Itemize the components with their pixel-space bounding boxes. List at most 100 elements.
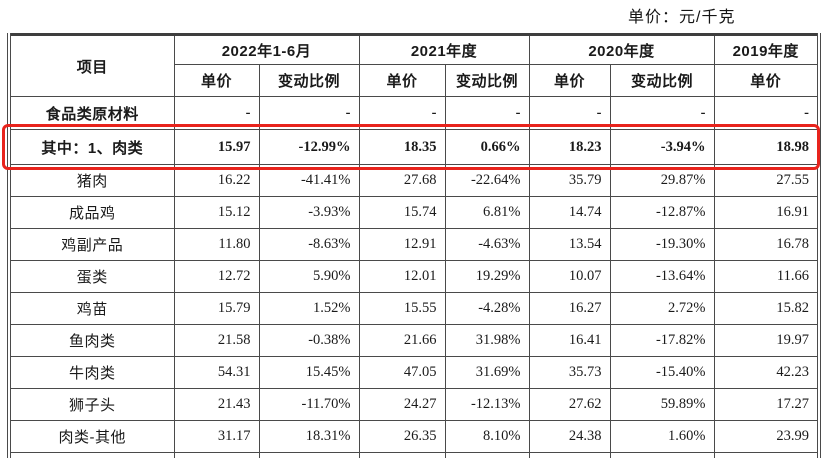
unit-price-label: 单价：元/千克 — [628, 9, 736, 26]
value-cell: 18.23 — [528, 129, 611, 165]
value-cell: 31.69% — [444, 356, 530, 389]
value-cell: -22.64% — [444, 164, 530, 197]
value-cell: -19.30% — [609, 228, 715, 261]
value-cell: 2.72% — [609, 292, 715, 325]
value-cell: 31.17 — [173, 420, 260, 453]
table-row: 成品鸡 15.12 -3.93% 15.74 6.81% 14.74 -12.87% 16.9… — [8, 196, 820, 229]
row-label: 鸡苗 — [8, 292, 175, 325]
value-cell: 15.45% — [258, 356, 360, 389]
value-cell: 12.91 — [358, 228, 446, 261]
value-cell: 1.52% — [258, 292, 360, 325]
header-row-metrics: 单价 变动比例 单价 变动比例 单价 变动比例 单价 — [9, 64, 820, 97]
table-body: 食品类原材料 - - - - - - - 其中：1、肉类 15.97 -12.99% 18.35 0.6… — [8, 96, 820, 453]
table-row: 肉类-其他 31.17 18.31% 26.35 8.10% 24.38 1.60% 23.9… — [8, 420, 820, 453]
value-cell: -8.63% — [258, 228, 360, 261]
row-label: 猪肉 — [8, 164, 175, 197]
table-row: 鸡副产品 11.80 -8.63% 12.91 -4.63% 13.54 -19.30% 16… — [8, 228, 820, 261]
value-cell: 27.55 — [713, 164, 820, 197]
table-row-partial — [8, 452, 820, 458]
table-row: 牛肉类 54.31 15.45% 47.05 31.69% 35.73 -15.40% 42.… — [8, 356, 820, 389]
value-cell: 15.74 — [358, 196, 446, 229]
value-cell: -3.93% — [258, 196, 360, 229]
table-row: 狮子头 21.43 -11.70% 24.27 -12.13% 27.62 59.89% 17… — [8, 388, 820, 421]
value-cell: 21.43 — [173, 388, 260, 421]
value-cell: 0.66% — [444, 129, 530, 165]
table-row: 蛋类 12.72 5.90% 12.01 19.29% 10.07 -13.64% 11.66 — [8, 260, 820, 293]
value-cell: 11.80 — [173, 228, 260, 261]
value-cell: 23.99 — [713, 420, 820, 453]
value-cell: 11.66 — [713, 260, 820, 293]
value-cell: 8.10% — [444, 420, 530, 453]
value-cell: 27.68 — [358, 164, 446, 197]
value-cell: - — [528, 96, 611, 130]
value-cell: 29.87% — [609, 164, 715, 197]
table-row: 鸡苗 15.79 1.52% 15.55 -4.28% 16.27 2.72% 15.82 — [8, 292, 820, 325]
value-cell: -15.40% — [609, 356, 715, 389]
row-label: 鱼肉类 — [8, 324, 175, 357]
value-cell: - — [609, 96, 715, 130]
value-cell: -11.70% — [258, 388, 360, 421]
value-cell: -4.28% — [444, 292, 530, 325]
value-cell: - — [358, 96, 446, 130]
value-cell: 19.29% — [444, 260, 530, 293]
value-cell: 35.73 — [528, 356, 611, 389]
value-cell: 21.66 — [358, 324, 446, 357]
value-cell: 27.62 — [528, 388, 611, 421]
col-header-2022: 2022年1-6月 — [173, 34, 360, 65]
value-cell: 16.78 — [713, 228, 820, 261]
header-row-periods: 项目 2022年1-6月 2021年度 2020年度 2019年度 — [8, 34, 820, 97]
value-cell: 16.27 — [528, 292, 611, 325]
value-cell: 15.55 — [358, 292, 446, 325]
col-subheader-unit-price: 单价 — [528, 64, 611, 97]
value-cell: 18.35 — [358, 129, 446, 165]
col-header-2020: 2020年度 — [528, 34, 715, 65]
value-cell: 47.05 — [358, 356, 446, 389]
value-cell: -12.87% — [609, 196, 715, 229]
value-cell: -0.38% — [258, 324, 360, 357]
value-cell: 18.31% — [258, 420, 360, 453]
value-cell: 31.98% — [444, 324, 530, 357]
col-subheader-change-ratio: 变动比例 — [258, 64, 360, 97]
row-label: 其中：1、肉类 — [8, 129, 175, 165]
row-label: 鸡副产品 — [8, 228, 175, 261]
price-table: 项目 2022年1-6月 2021年度 2020年度 2019年度 单价 变动比… — [7, 33, 821, 458]
table-row: 猪肉 16.22 -41.41% 27.68 -22.64% 35.79 29.87% 27.… — [8, 164, 820, 197]
value-cell: 13.54 — [528, 228, 611, 261]
col-header-2019: 2019年度 — [713, 34, 820, 65]
value-cell: 26.35 — [358, 420, 446, 453]
value-cell: 19.97 — [713, 324, 820, 357]
value-cell: 15.82 — [713, 292, 820, 325]
value-cell: - — [173, 96, 260, 130]
value-cell: 24.38 — [528, 420, 611, 453]
value-cell: 12.01 — [358, 260, 446, 293]
value-cell: 42.23 — [713, 356, 820, 389]
value-cell: 15.97 — [173, 129, 260, 165]
value-cell: - — [713, 96, 820, 130]
value-cell: 59.89% — [609, 388, 715, 421]
table-body-cutoff — [8, 452, 820, 458]
value-cell: 17.27 — [713, 388, 820, 421]
value-cell: 16.41 — [528, 324, 611, 357]
col-subheader-change-ratio: 变动比例 — [609, 64, 715, 97]
value-cell: 10.07 — [528, 260, 611, 293]
col-subheader-unit-price: 单价 — [358, 64, 446, 97]
col-header-2021: 2021年度 — [358, 34, 530, 65]
row-label: 食品类原材料 — [8, 96, 175, 130]
value-cell: -12.13% — [444, 388, 530, 421]
col-subheader-unit-price: 单价 — [173, 64, 260, 97]
row-label: 狮子头 — [8, 388, 175, 421]
value-cell: 54.31 — [173, 356, 260, 389]
table-row: 食品类原材料 - - - - - - - — [8, 96, 820, 130]
table-row: 其中：1、肉类 15.97 -12.99% 18.35 0.66% 18.23 -3.94%… — [8, 129, 820, 165]
value-cell: 16.91 — [713, 196, 820, 229]
value-cell: 1.60% — [609, 420, 715, 453]
col-header-item: 项目 — [8, 34, 175, 97]
value-cell: 21.58 — [173, 324, 260, 357]
value-cell: -12.99% — [258, 129, 360, 165]
value-cell: 14.74 — [528, 196, 611, 229]
row-label: 牛肉类 — [8, 356, 175, 389]
table-header: 项目 2022年1-6月 2021年度 2020年度 2019年度 单价 变动比… — [8, 34, 820, 97]
value-cell: -17.82% — [609, 324, 715, 357]
value-cell: 12.72 — [173, 260, 260, 293]
value-cell: 6.81% — [444, 196, 530, 229]
